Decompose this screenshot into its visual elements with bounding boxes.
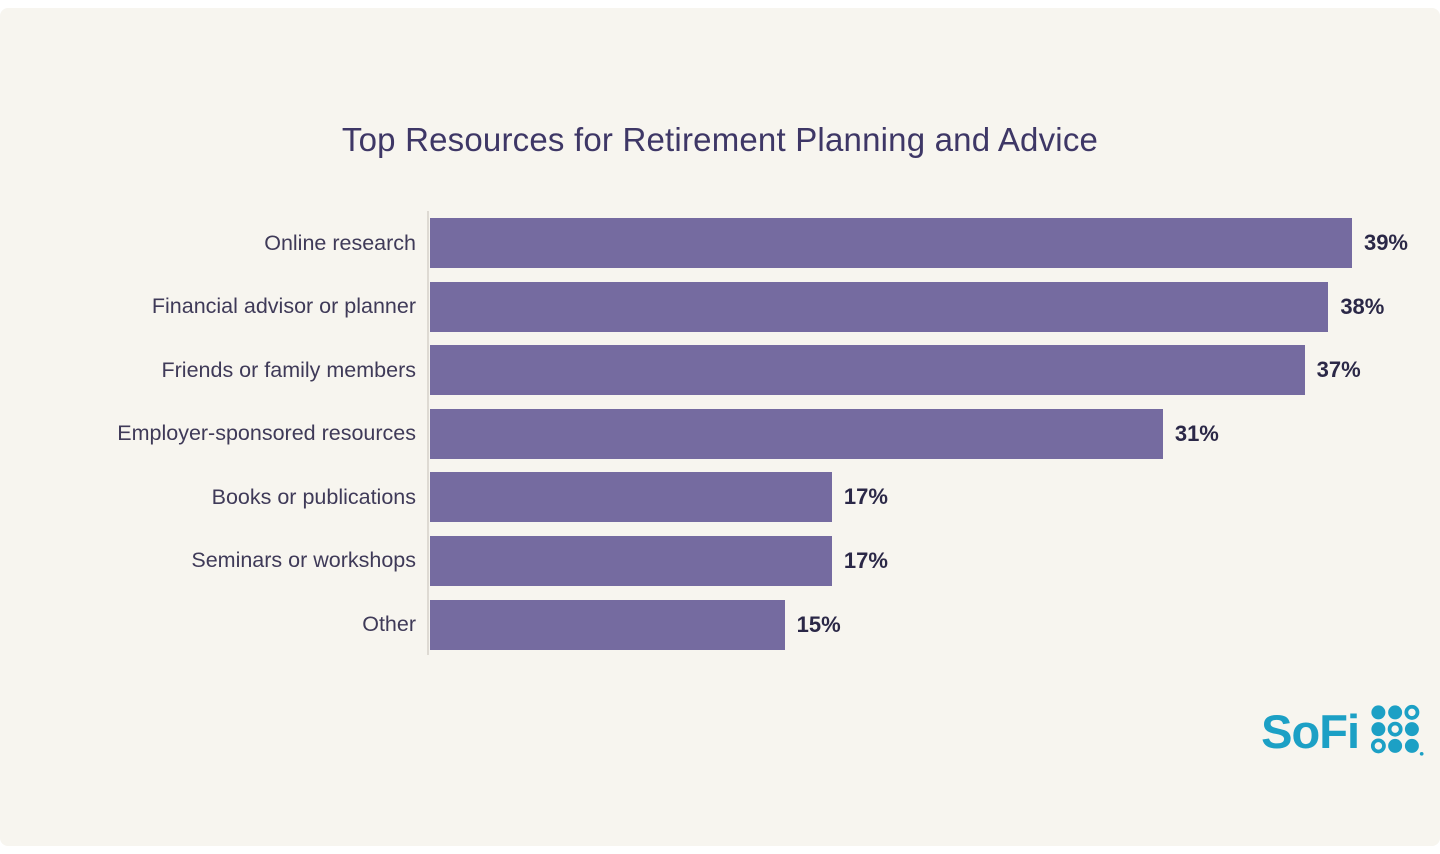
bar[interactable] [430,345,1305,396]
bar-track: 15% [430,599,1440,650]
sofi-dots-icon [1370,704,1424,756]
chart-title: Top Resources for Retirement Planning an… [341,121,1099,158]
category-label: Seminars or workshops [191,548,416,573]
bar-row: Other 15% [0,599,1440,650]
bar[interactable] [430,535,832,586]
bar-row: Financial advisor or planner 38% [0,281,1440,332]
bar-track: 17% [430,472,1440,523]
value-label: 37% [1316,357,1361,383]
bar[interactable] [430,281,1329,332]
bar-track: 38% [430,281,1440,332]
bar[interactable] [430,218,1352,268]
sofi-logo: SoFi [1261,704,1424,758]
category-label: Friends or family members [161,357,416,382]
bar[interactable] [430,472,832,523]
bar[interactable] [430,599,785,650]
value-label: 15% [796,611,841,637]
category-label: Financial advisor or planner [151,294,416,319]
infographic-card: Top Resources for Retirement Planning an… [0,8,1440,846]
category-label: Books or publications [211,484,416,509]
value-label: 38% [1340,293,1385,319]
y-axis-line [427,211,429,655]
value-label: 17% [843,484,888,510]
value-label: 39% [1363,230,1408,255]
bar-row: Employer-sponsored resources 31% [0,408,1440,459]
value-label: 17% [843,547,888,573]
value-label: 31% [1174,420,1219,446]
category-label: Employer-sponsored resources [117,421,416,446]
bar-row: Online research 39% [0,218,1440,268]
bar-row: Friends or family members 37% [0,345,1440,396]
bar-track: 17% [430,535,1440,586]
bar-track: 37% [430,345,1440,396]
category-label: Other [362,612,416,637]
category-label: Online research [264,230,416,255]
bar-track: 39% [430,218,1440,268]
bar-row: Seminars or workshops 17% [0,535,1440,586]
bar-row: Books or publications 17% [0,472,1440,523]
bar-track: 31% [430,408,1440,459]
bar-chart-rows: Online research 39% Financial advisor or… [0,218,1440,650]
sofi-wordmark: SoFi [1261,704,1360,758]
bar[interactable] [430,408,1163,459]
bar-chart: Online research 39% Financial advisor or… [0,211,1440,655]
